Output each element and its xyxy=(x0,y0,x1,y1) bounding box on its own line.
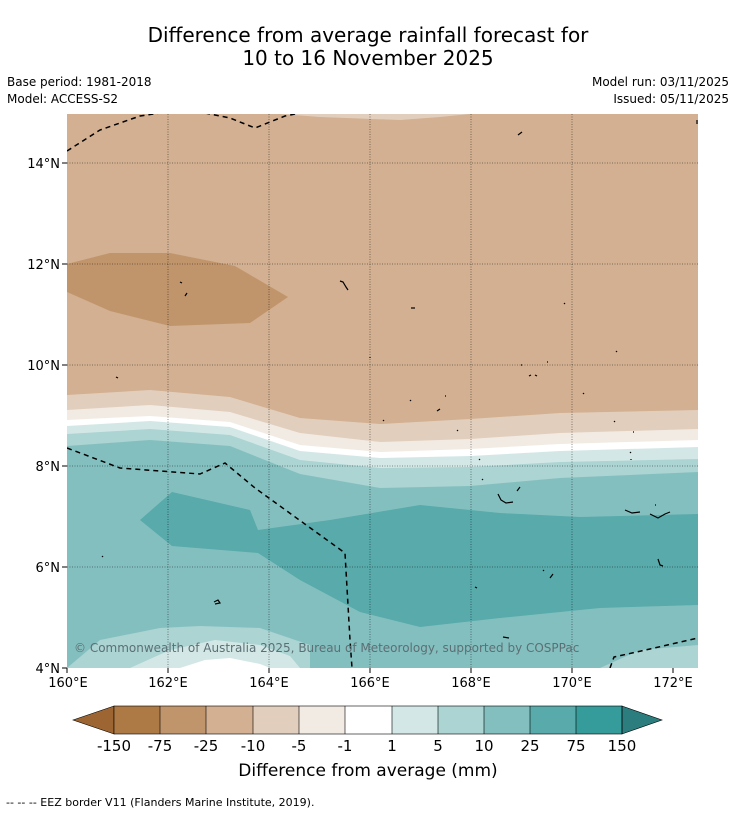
colorbar-bin-minus5-minus1 xyxy=(299,706,345,734)
band-minus10-to-minus5-top xyxy=(280,114,470,120)
lat-label-12n: 12°N xyxy=(27,258,60,273)
lon-labels: 160°E 162°E 164°E 166°E 168°E 170°E 172°… xyxy=(48,676,693,691)
colorbar-bin-minus75-minus25 xyxy=(160,706,206,734)
model-name: Model: ACCESS-S2 xyxy=(7,92,119,106)
lat-label-6n: 6°N xyxy=(36,561,61,576)
lat-label-4n: 4°N xyxy=(36,662,61,677)
colorbar-tick-minus10: -10 xyxy=(241,737,266,755)
lon-label-162e: 162°E xyxy=(148,676,188,691)
colorbar-tick-minus150: -150 xyxy=(97,737,131,755)
colorbar-bin-5-10 xyxy=(438,706,484,734)
colorbar-extend-high xyxy=(621,705,663,735)
band-minus75-to-minus25 xyxy=(67,253,288,326)
colorbar-title: Difference from average (mm) xyxy=(238,761,498,781)
colorbar-bin-75-150 xyxy=(576,706,622,734)
colorbar-bin-10-25 xyxy=(484,706,530,734)
colorbar-bin-minus25-minus10 xyxy=(206,706,253,734)
meta-left: Base period: 1981-2018 Model: ACCESS-S2 xyxy=(7,74,152,108)
colorbar-bin-25-75 xyxy=(530,706,576,734)
model-run: Model run: 03/11/2025 xyxy=(591,75,729,89)
title-line-2: 10 to 16 November 2025 xyxy=(242,46,494,70)
lat-labels: 14°N 12°N 10°N 8°N 6°N 4°N xyxy=(27,157,60,677)
lon-label-170e: 170°E xyxy=(552,676,592,691)
colorbar-extend-low xyxy=(72,705,115,735)
title-line-1: Difference from average rainfall forecas… xyxy=(147,23,589,47)
rainfall-contours xyxy=(67,114,698,668)
colorbar-bin-1-5 xyxy=(392,706,438,734)
eez-footnote: -- -- -- EEZ border V11 (Flanders Marine… xyxy=(6,796,315,809)
colorbar-tick-minus75: -75 xyxy=(148,737,173,755)
lon-ticks xyxy=(66,668,674,673)
colorbar-tick-25: 25 xyxy=(520,737,539,755)
band-1-to-5-south xyxy=(130,640,300,668)
graticule xyxy=(67,114,698,668)
colorbar-tick-150: 150 xyxy=(608,737,637,755)
lon-label-160e: 160°E xyxy=(48,676,88,691)
colorbar-tick-5: 5 xyxy=(433,737,443,755)
eez-borders xyxy=(67,114,698,668)
islands xyxy=(101,120,698,639)
lon-label-172e: 172°E xyxy=(653,676,693,691)
colorbar-tick-75: 75 xyxy=(566,737,585,755)
lat-label-14n: 14°N xyxy=(27,157,60,172)
lat-ticks xyxy=(62,162,67,669)
band-minus1-to-1-south xyxy=(180,658,270,668)
colorbar-bin-minus1-1 xyxy=(345,706,392,734)
lon-label-168e: 168°E xyxy=(451,676,491,691)
meta-right: Model run: 03/11/2025 Issued: 05/11/2025 xyxy=(592,74,729,108)
copyright-notice: © Commonwealth of Australia 2025, Bureau… xyxy=(74,641,580,655)
colorbar: -150 -75 -25 -10 -5 -1 1 5 10 25 75 150 xyxy=(72,705,663,755)
band-25-to-75 xyxy=(140,492,698,627)
lon-label-166e: 166°E xyxy=(350,676,390,691)
base-period: Base period: 1981-2018 xyxy=(7,75,152,89)
issued-date: Issued: 05/11/2025 xyxy=(613,92,729,106)
colorbar-tick-minus25: -25 xyxy=(194,737,219,755)
lat-label-8n: 8°N xyxy=(36,460,61,475)
lat-label-10n: 10°N xyxy=(27,359,60,374)
colorbar-tick-minus5: -5 xyxy=(292,737,307,755)
colorbar-tick-10: 10 xyxy=(474,737,493,755)
colorbar-tick-minus1: -1 xyxy=(338,737,353,755)
colorbar-bin-minus150-minus75 xyxy=(114,706,160,734)
colorbar-bin-minus10-minus5 xyxy=(253,706,299,734)
lon-label-164e: 164°E xyxy=(249,676,289,691)
band-5-to-10-southeast xyxy=(600,645,698,668)
colorbar-tick-1: 1 xyxy=(387,737,397,755)
